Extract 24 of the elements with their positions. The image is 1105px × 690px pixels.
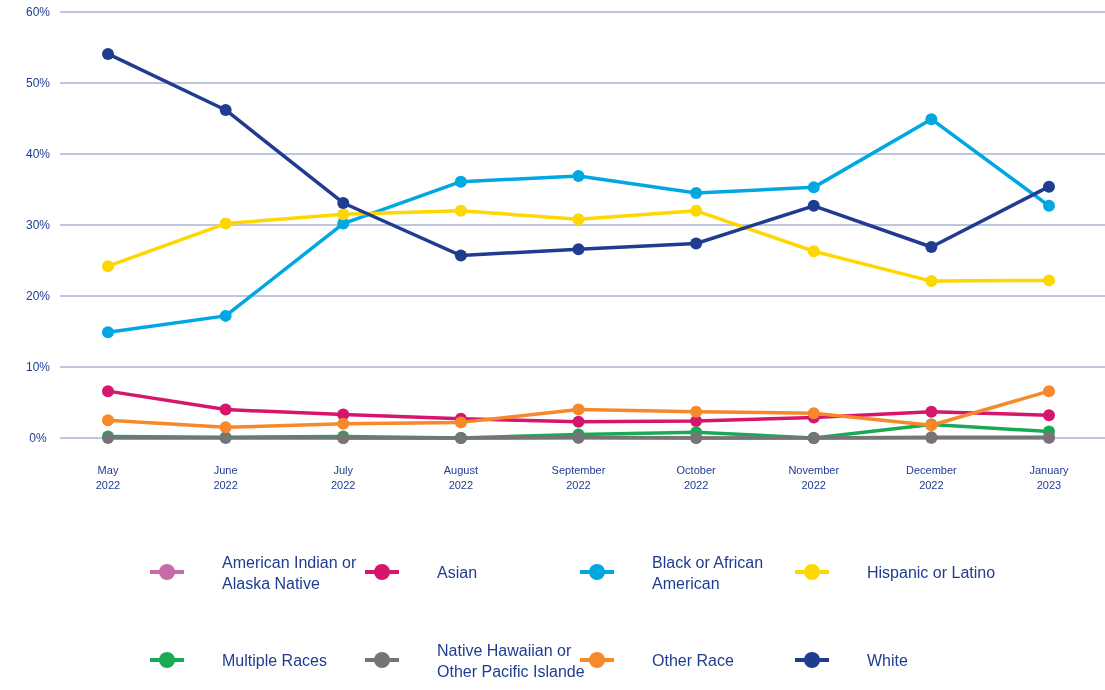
x-tick-label: July 2022 — [331, 464, 356, 491]
legend-label: Native Hawaiian or Other Pacific Islande — [437, 642, 585, 680]
y-tick-label: 30% — [25, 218, 51, 232]
x-tick-label: June 2022 — [213, 464, 238, 491]
x-tick-label: May 2022 — [95, 464, 121, 491]
y-tick-label: 40% — [25, 147, 51, 161]
y-tick-label: 10% — [25, 360, 51, 374]
y-tick-label: 60% — [25, 5, 51, 19]
legend-label: White — [867, 652, 908, 669]
legend-label: Asian — [437, 564, 478, 581]
legend-label: Black or African American — [652, 554, 764, 592]
y-tick-label: 0% — [29, 431, 47, 445]
x-tick-label: August 2022 — [443, 464, 478, 491]
legend-label: Multiple Races — [222, 652, 327, 669]
x-tick-label: December 2022 — [906, 464, 958, 491]
x-tick-label: November 2022 — [788, 464, 840, 491]
y-tick-label: 20% — [25, 289, 51, 303]
legend-label: Other Race — [652, 652, 734, 669]
y-tick-label: 50% — [25, 76, 51, 90]
legend-label: Hispanic or Latino — [867, 564, 996, 581]
legend-label: American Indian or Alaska Native — [222, 554, 357, 592]
x-tick-label: January 2023 — [1029, 464, 1070, 491]
x-tick-label: September 2022 — [551, 464, 606, 491]
x-tick-label: October 2022 — [676, 464, 717, 491]
